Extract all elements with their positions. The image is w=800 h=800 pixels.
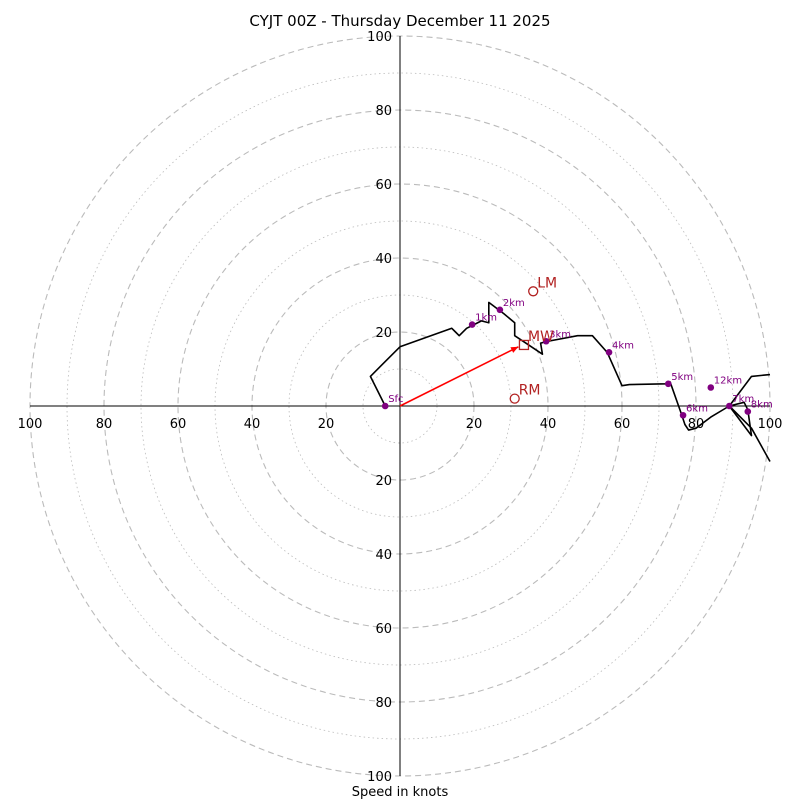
wind-trace xyxy=(369,301,771,462)
shear-vector-arrowhead xyxy=(510,346,519,353)
tick-label: 100 xyxy=(367,770,392,785)
height-marker-1km xyxy=(468,321,476,328)
tick-label: 60 xyxy=(170,417,187,432)
height-label-8km: 8km xyxy=(751,400,773,411)
tick-label: 20 xyxy=(375,474,392,489)
tick-label: 100 xyxy=(758,417,783,432)
height-marker-8km xyxy=(744,408,752,415)
height-marker-12km xyxy=(707,384,715,391)
motion-marker-rm xyxy=(509,393,520,404)
tick-label: 60 xyxy=(614,417,631,432)
shear-vector xyxy=(399,346,519,407)
chart-title: CYJT 00Z - Thursday December 11 2025 xyxy=(249,12,550,30)
height-marker-5km xyxy=(664,380,672,388)
height-label-sfc: Sfc xyxy=(388,394,403,405)
height-marker-2km xyxy=(496,306,504,314)
tick-labels: 20 20 20 20 40 40 40 40 60 60 60 60 80 80 80 80 100 100 10… xyxy=(18,30,783,785)
tick-label: 20 xyxy=(318,417,335,432)
height-label-6km: 6km xyxy=(686,403,708,414)
tick-label: 40 xyxy=(244,417,261,432)
height-marker-6km xyxy=(679,411,687,419)
height-label-2km: 2km xyxy=(503,298,525,309)
height-label-1km: 1km xyxy=(475,313,497,324)
height-label-4km: 4km xyxy=(612,340,634,351)
tick-label: 40 xyxy=(375,548,392,563)
height-marker-7km xyxy=(726,402,733,410)
tick-label: 20 xyxy=(466,417,483,432)
height-label-3km: 3km xyxy=(549,329,571,340)
height-label-5km: 5km xyxy=(671,372,693,383)
storm-motion-markers: LM RM MW xyxy=(509,275,557,404)
x-axis-label: Speed in knots xyxy=(352,785,449,800)
tick-label: 60 xyxy=(375,622,392,637)
height-marker-sfc xyxy=(381,402,389,410)
wind-profile-tail xyxy=(728,405,771,462)
tick-label: 80 xyxy=(96,417,113,432)
tick-label: 80 xyxy=(375,104,392,119)
wind-profile-line xyxy=(369,301,771,437)
tick-label: 40 xyxy=(540,417,557,432)
shear-vector-line xyxy=(399,346,519,407)
motion-label-rm: RM xyxy=(519,383,541,399)
tick-label: 80 xyxy=(688,417,705,432)
tick-label: 60 xyxy=(375,178,392,193)
tick-label: 100 xyxy=(367,30,392,45)
height-marker-4km xyxy=(605,349,613,356)
height-marker-3km xyxy=(542,337,550,345)
motion-label-mw: MW xyxy=(528,329,554,345)
motion-marker-mw xyxy=(518,339,530,351)
tick-label: 40 xyxy=(375,252,392,267)
tick-label: 20 xyxy=(375,326,392,341)
motion-marker-lm xyxy=(528,286,539,297)
height-label-12km: 12km xyxy=(714,376,742,387)
height-label-7km: 7km xyxy=(732,394,754,405)
motion-label-lm: LM xyxy=(537,275,557,291)
tick-label: 80 xyxy=(375,696,392,711)
tick-label: 100 xyxy=(18,417,43,432)
